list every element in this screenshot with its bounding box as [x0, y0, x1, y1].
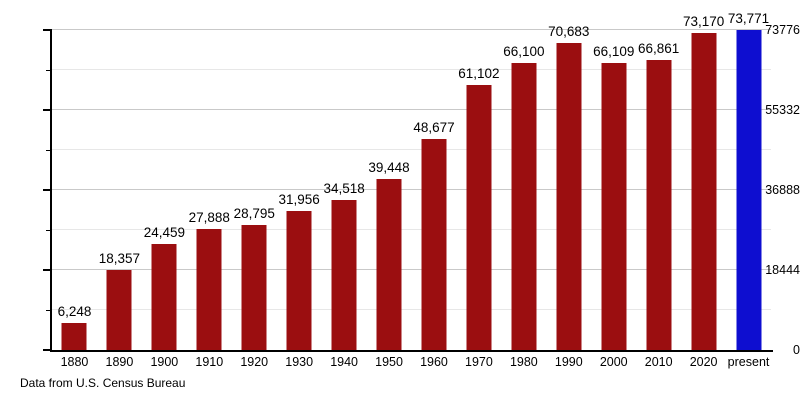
bar-1880 [61, 322, 87, 350]
bar-group-2010: 66,861 [636, 30, 681, 350]
x-tick-label-1890: 1890 [105, 355, 134, 369]
bar-group-1960: 48,677 [412, 30, 457, 350]
y-tick-label: 0 [793, 343, 800, 357]
minor-gridline [52, 69, 771, 70]
bar-1920 [241, 225, 267, 350]
bar-value-label-1890: 18,357 [98, 251, 141, 267]
x-tick-label-1980: 1980 [509, 355, 538, 369]
x-tick-label-1950: 1950 [375, 355, 403, 369]
minor-gridline [52, 149, 771, 150]
x-tick-label-1960: 1960 [420, 355, 448, 369]
major-gridline [52, 269, 771, 270]
y-tick-mark [43, 349, 50, 351]
bar-value-label-1920: 28,795 [233, 206, 275, 222]
bar-group-1920: 28,795 [232, 30, 277, 350]
bar-value-label-present: 73,771 [727, 11, 770, 26]
bar-2010 [646, 60, 672, 350]
y-tick-mark [43, 29, 50, 31]
bar-1900 [151, 243, 177, 350]
bar-group-present: 73,771 [726, 11, 771, 350]
bar-1910 [196, 229, 222, 350]
bar-1960 [421, 138, 447, 350]
chart-caption: Data from U.S. Census Bureau [20, 376, 186, 390]
y-tick-mark [43, 189, 50, 191]
x-tick-label-1930: 1930 [285, 355, 314, 369]
x-tick-label-1920: 1920 [240, 355, 269, 369]
bar-value-label-1930: 31,956 [278, 192, 320, 208]
minor-gridline [52, 229, 771, 230]
bar-value-label-1970: 61,102 [458, 66, 500, 81]
x-tick-label-present: present [727, 355, 770, 369]
major-gridline [52, 109, 771, 110]
bar-group-1950: 39,448 [367, 30, 412, 350]
x-tick-label-1910: 1910 [195, 355, 224, 369]
bar-group-2000: 66,109 [591, 30, 636, 350]
bar-2020 [691, 32, 717, 350]
x-axis-labels: 1880 1890 1900 1910 1920 1930 1940 1950 1960 1970… [52, 355, 771, 370]
y-minor-tick-mark [46, 230, 50, 231]
x-tick-label-2020: 2020 [689, 355, 718, 369]
bar-group-1990: 70,683 [546, 24, 591, 350]
y-minor-tick-mark [46, 70, 50, 71]
bar-group-1930: 31,956 [277, 30, 322, 350]
y-tick-label: 55332 [765, 103, 800, 117]
bar-value-label-1940: 34,518 [323, 181, 365, 197]
bar-1940 [331, 200, 357, 350]
minor-gridline [52, 309, 771, 310]
major-gridline [52, 29, 771, 30]
plot-area [52, 29, 771, 350]
bar-value-label-1900: 24,459 [143, 224, 185, 240]
y-tick-label: 73776 [765, 23, 800, 37]
x-tick-label-1990: 1990 [554, 355, 583, 369]
bar-1950 [376, 178, 402, 350]
bar-value-label-2020: 73,170 [682, 13, 725, 29]
bar-2000 [601, 63, 627, 350]
y-tick-mark [43, 269, 50, 271]
x-tick-label-2010: 2010 [644, 355, 673, 369]
bar-value-label-1880: 6,248 [57, 303, 92, 319]
bar-1980 [511, 63, 537, 350]
bar-group-1890: 18,357 [97, 30, 142, 350]
bar-group-1900: 24,459 [142, 30, 187, 350]
y-tick-mark [43, 109, 50, 111]
y-minor-tick-mark [46, 150, 50, 151]
bar-1990 [556, 43, 582, 350]
bar-value-label-1950: 39,448 [368, 159, 410, 175]
bar-present [736, 30, 762, 350]
bar-1970 [466, 85, 492, 350]
bar-group-1980: 66,100 [501, 30, 546, 350]
bar-group-1940: 34,518 [322, 30, 367, 350]
major-gridline [52, 189, 771, 190]
bar-group-2020: 73,170 [681, 14, 726, 350]
x-tick-label-2000: 2000 [599, 355, 628, 369]
bar-group-1910: 27,888 [187, 30, 232, 350]
bar-1890 [106, 270, 132, 350]
y-minor-tick-mark [46, 310, 50, 311]
bar-value-label-1980: 66,100 [503, 44, 545, 60]
y-tick-label: 36888 [765, 183, 800, 197]
bar-value-label-2010: 66,861 [638, 41, 680, 56]
y-tick-label: 18444 [765, 263, 800, 277]
x-axis-line [50, 350, 773, 352]
x-tick-label-1970: 1970 [465, 355, 493, 369]
bar-group-1880: 6,248 [52, 30, 97, 350]
x-tick-label-1900: 1900 [150, 355, 179, 369]
bar-value-label-1960: 48,677 [413, 119, 455, 135]
x-tick-label-1940: 1940 [330, 355, 358, 369]
bar-group-1970: 61,102 [456, 30, 501, 350]
y-axis-line [50, 29, 52, 352]
bar-value-label-1910: 27,888 [188, 210, 230, 225]
bar-1930 [286, 211, 312, 350]
bars-container: 6,248 18,357 24,459 27,888 28,795 31,956 34,51… [52, 11, 771, 350]
bar-value-label-1990: 70,683 [548, 24, 590, 40]
x-tick-label-1880: 1880 [60, 355, 89, 369]
bar-value-label-2000: 66,109 [593, 44, 635, 60]
